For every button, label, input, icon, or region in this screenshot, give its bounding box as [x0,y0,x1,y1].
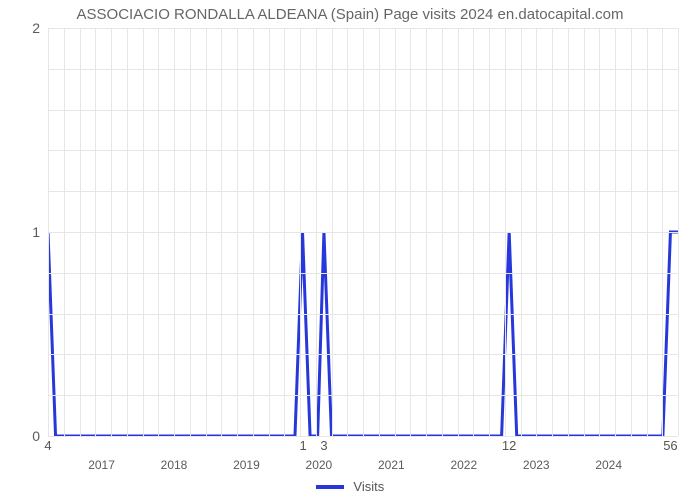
gridline-horizontal [48,28,678,29]
x-tick-label: 2019 [233,458,260,472]
x-tick-label: 2020 [306,458,333,472]
x-tick-label: 2017 [88,458,115,472]
gridline-horizontal [48,436,678,437]
gridline-horizontal [48,395,678,396]
data-point-label: 1 [300,438,307,453]
y-tick-label: 2 [0,20,40,36]
data-point-label: 12 [502,438,516,453]
gridline-horizontal [48,69,678,70]
x-tick-label: 2018 [161,458,188,472]
gridline-vertical [678,28,679,436]
gridline-horizontal [48,232,678,233]
chart-title: ASSOCIACIO RONDALLA ALDEANA (Spain) Page… [0,6,700,23]
legend-label: Visits [353,479,384,494]
x-tick-label: 2021 [378,458,405,472]
gridline-horizontal [48,354,678,355]
data-point-label: 3 [320,438,327,453]
legend: Visits [0,478,700,494]
gridline-horizontal [48,314,678,315]
gridline-horizontal [48,191,678,192]
data-point-label: 56 [663,438,677,453]
y-tick-label: 0 [0,428,40,444]
x-tick-label: 2023 [523,458,550,472]
y-tick-label: 1 [0,224,40,240]
x-tick-label: 2024 [595,458,622,472]
plot-area [48,28,678,437]
gridline-horizontal [48,150,678,151]
gridline-horizontal [48,110,678,111]
gridline-horizontal [48,273,678,274]
data-point-label: 4 [44,438,51,453]
x-tick-label: 2022 [450,458,477,472]
legend-swatch [316,485,344,489]
chart-container: { "title": { "text": "ASSOCIACIO RONDALL… [0,0,700,500]
